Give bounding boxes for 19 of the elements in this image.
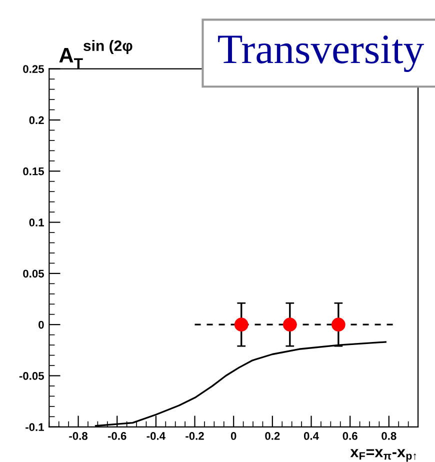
- y-tick-label: 0.1: [29, 218, 44, 226]
- x-axis-title: x$_{F}$=x$_{π}$-x$_{p↑}$: [350, 449, 416, 462]
- x-tick-label: 0.4: [304, 432, 319, 440]
- x-tick-label: 0: [230, 432, 236, 440]
- y-tick-label: 0.15: [23, 167, 44, 176]
- chart-title: Transversity: [218, 35, 424, 72]
- y-tick-label: -0.05: [19, 372, 44, 380]
- y-tick-label: 0: [38, 320, 44, 329]
- x-tick-label: 0.2: [265, 432, 280, 440]
- x-tick-label: 0.6: [342, 432, 358, 440]
- y-tick-label: 0.2: [29, 116, 44, 124]
- x-tick-label: -0.6: [108, 432, 126, 440]
- x-tick-label: 0.8: [382, 432, 396, 440]
- x-tick-label: -0.8: [69, 432, 88, 440]
- x-tick-label: -0.2: [186, 432, 204, 440]
- y-tick-label: 0.05: [23, 270, 44, 278]
- x-tick-label: -0.4: [146, 432, 166, 440]
- y-tick-label: -0.1: [26, 423, 44, 432]
- y-tick-label: 0.25: [23, 65, 44, 73]
